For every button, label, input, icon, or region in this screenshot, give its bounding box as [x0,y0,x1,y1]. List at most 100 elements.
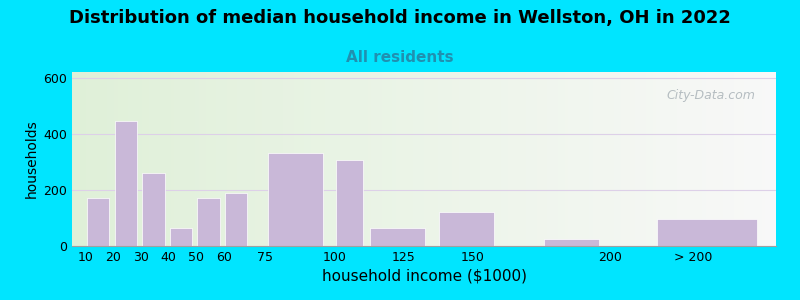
Bar [544,239,599,246]
Bar [439,212,494,246]
Bar [688,72,691,246]
Bar [509,72,512,246]
Bar [755,72,758,246]
Bar [251,72,255,246]
Bar [434,72,438,246]
Bar [628,72,632,246]
Bar [597,72,600,246]
Bar [371,72,374,246]
Bar [339,72,343,246]
Bar [445,72,449,246]
Bar [484,72,487,246]
Bar [245,72,248,246]
Bar [766,72,769,246]
Bar [558,72,562,246]
Bar [72,72,75,246]
Bar [713,72,716,246]
Bar [544,72,547,246]
Bar [720,72,723,246]
Bar [255,72,258,246]
Bar [301,72,304,246]
Bar [487,72,491,246]
Bar [685,72,688,246]
Bar [610,72,614,246]
Bar [530,72,533,246]
Y-axis label: households: households [25,120,39,198]
Bar [269,72,273,246]
Bar [716,72,720,246]
Bar [294,72,298,246]
Bar [396,72,399,246]
Bar [283,72,286,246]
Bar [586,72,590,246]
Bar [370,228,425,246]
Bar [762,72,766,246]
Bar [308,72,311,246]
Bar [225,193,247,246]
Bar [674,72,678,246]
Bar [653,72,656,246]
Bar [614,72,618,246]
Bar [773,72,776,246]
Bar [392,72,396,246]
Bar [93,72,97,246]
Bar [533,72,537,246]
Bar [438,72,442,246]
Bar [698,72,702,246]
Bar [174,72,178,246]
Bar [470,72,474,246]
Bar [336,160,363,246]
Bar [638,72,642,246]
Bar [266,72,269,246]
Bar [170,72,174,246]
Bar [322,72,326,246]
Bar [635,72,638,246]
Bar [547,72,550,246]
Bar [107,72,110,246]
Bar [273,72,276,246]
Bar [128,72,132,246]
Bar [82,72,86,246]
Bar [346,72,350,246]
Bar [702,72,706,246]
Bar [751,72,755,246]
Bar [213,72,216,246]
Text: City-Data.com: City-Data.com [666,89,755,102]
Bar [452,72,456,246]
Bar [512,72,515,246]
Bar [87,198,110,246]
Bar [572,72,575,246]
Bar [389,72,392,246]
Bar [230,72,234,246]
Bar [361,72,364,246]
Bar [178,72,181,246]
Bar [304,72,308,246]
Bar [726,72,730,246]
Bar [315,72,318,246]
Bar [540,72,544,246]
Bar [625,72,628,246]
Bar [167,72,170,246]
Bar [522,72,526,246]
Bar [227,72,230,246]
Bar [663,72,667,246]
Bar [709,72,713,246]
Bar [286,72,290,246]
Bar [498,72,502,246]
Bar [603,72,607,246]
Bar [268,153,323,246]
Bar [329,72,333,246]
Bar [238,72,241,246]
Bar [431,72,434,246]
Bar [769,72,773,246]
Bar [223,72,227,246]
Bar [474,72,477,246]
Bar [206,72,210,246]
Bar [502,72,505,246]
Bar [374,72,378,246]
Bar [114,121,137,246]
X-axis label: household income ($1000): household income ($1000) [322,268,526,283]
Bar [650,72,653,246]
Bar [723,72,726,246]
Bar [642,72,646,246]
